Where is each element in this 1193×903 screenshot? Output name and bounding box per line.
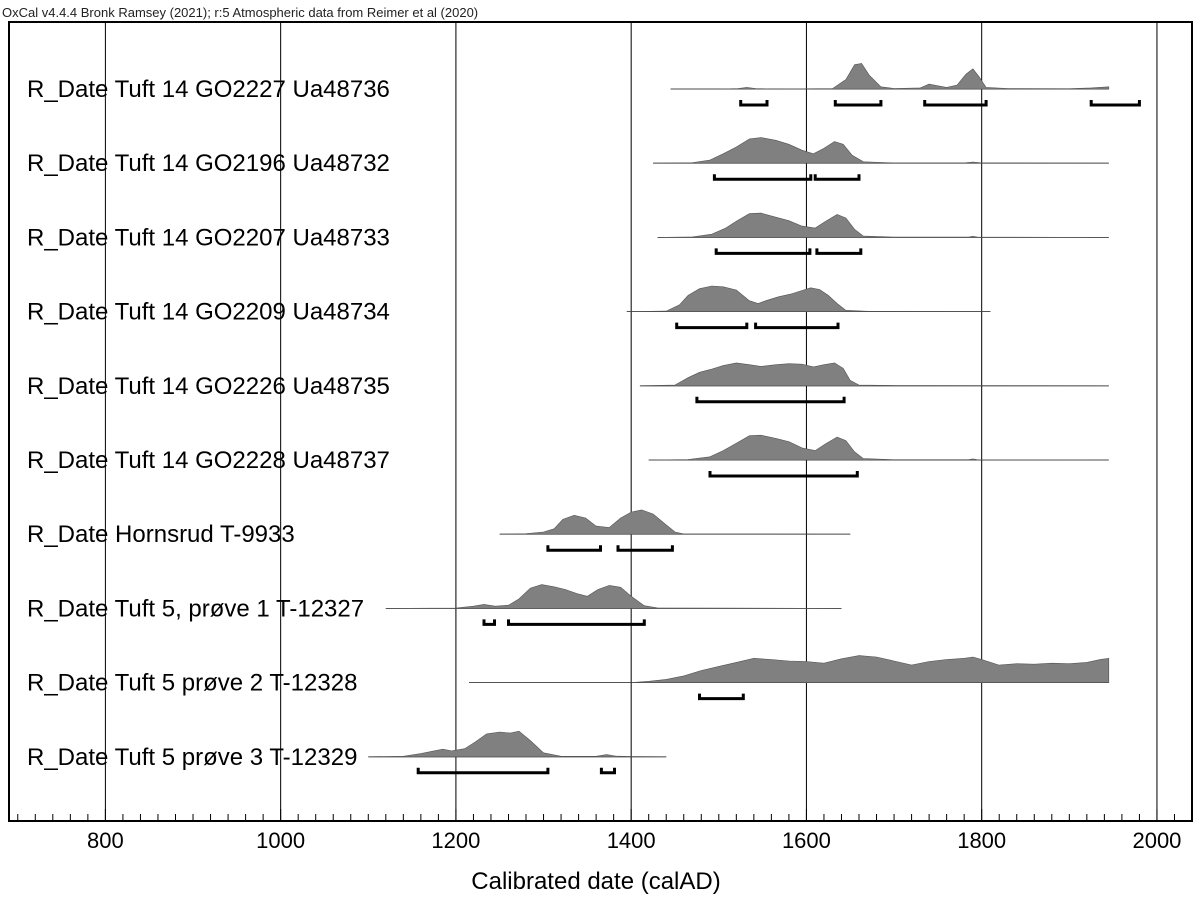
hpd-range: [739, 100, 769, 107]
hpd-range: [714, 248, 812, 255]
hpd-range: [923, 100, 988, 107]
series-4: [626, 285, 991, 330]
density-area: [385, 584, 842, 609]
series-label-4: R_Date Tuft 14 GO2209 Ua48734: [27, 299, 390, 326]
series-8: [385, 584, 842, 626]
series-label-2: R_Date Tuft 14 GO2196 Ua48732: [27, 150, 390, 177]
hpd-range: [546, 545, 602, 552]
plot-header: OxCal v4.4.4 Bronk Ramsey (2021); r:5 At…: [2, 5, 478, 20]
series-label-9: R_Date Tuft 5 prøve 2 T-12328: [27, 670, 357, 697]
series-3: [657, 212, 1109, 255]
series-label-1: R_Date Tuft 14 GO2227 Ua48736: [27, 76, 390, 103]
series-2: [653, 137, 1109, 181]
hpd-range: [708, 471, 859, 478]
hpd-range: [698, 693, 745, 701]
series-label-7: R_Date Hornsrud T-9933: [27, 521, 295, 548]
gridlines: [104, 22, 1158, 821]
series-5: [639, 362, 1109, 404]
series-label-6: R_Date Tuft 14 GO2228 Ua48737: [27, 447, 390, 474]
hpd-range: [813, 174, 861, 181]
density-area: [670, 63, 1110, 90]
x-axis: 800 1000 1200 1400 1600 1800 2000: [17, 809, 1193, 853]
density-area: [653, 137, 1109, 164]
hpd-range: [507, 619, 646, 626]
series-1: [670, 63, 1141, 107]
tick-label-1600: 1600: [782, 828, 831, 853]
density-area: [648, 434, 1109, 461]
series-label-5: R_Date Tuft 14 GO2226 Ua48735: [27, 373, 390, 400]
tick-label-1800: 1800: [957, 828, 1006, 853]
series-6: [648, 434, 1109, 478]
series-labels: R_Date Tuft 14 GO2227 Ua48736 R_Date Tuft…: [27, 76, 390, 771]
hpd-range: [833, 100, 883, 107]
hpd-range: [754, 322, 840, 330]
tick-label-1400: 1400: [607, 828, 656, 853]
hpd-range: [416, 767, 550, 775]
density-area: [469, 655, 1110, 683]
series-9: [469, 655, 1110, 701]
density-area: [499, 509, 851, 535]
hpd-range: [482, 619, 496, 626]
tick-label-2000: 2000: [1132, 828, 1181, 853]
hpd-range: [616, 545, 674, 552]
hpd-range: [815, 248, 863, 255]
hpd-range: [695, 396, 846, 404]
tick-label-1200: 1200: [431, 828, 480, 853]
series-group: [368, 63, 1141, 775]
density-area: [657, 212, 1109, 238]
hpd-range: [599, 767, 616, 775]
hpd-range: [1089, 100, 1141, 107]
hpd-range: [712, 174, 813, 181]
density-area: [626, 285, 991, 312]
series-10: [368, 730, 667, 775]
tick-label-800: 800: [87, 828, 124, 853]
series-7: [499, 509, 851, 552]
x-axis-title: Calibrated date (calAD): [471, 868, 720, 895]
series-label-10: R_Date Tuft 5 prøve 3 T-12329: [27, 744, 357, 771]
series-label-3: R_Date Tuft 14 GO2207 Ua48733: [27, 224, 390, 251]
tick-label-1000: 1000: [256, 828, 305, 853]
density-area: [368, 730, 667, 758]
hpd-range: [675, 322, 749, 330]
series-label-8: R_Date Tuft 5, prøve 1 T-12327: [27, 595, 364, 622]
density-area: [639, 362, 1109, 387]
plot-area-frame: [8, 21, 1193, 822]
